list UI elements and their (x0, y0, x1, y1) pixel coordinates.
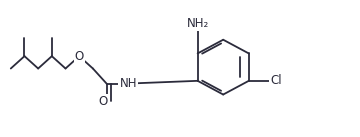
Text: NH: NH (120, 77, 137, 90)
Text: Cl: Cl (270, 74, 282, 87)
Text: O: O (98, 95, 107, 108)
Text: O: O (75, 50, 84, 63)
Text: NH₂: NH₂ (186, 17, 209, 30)
